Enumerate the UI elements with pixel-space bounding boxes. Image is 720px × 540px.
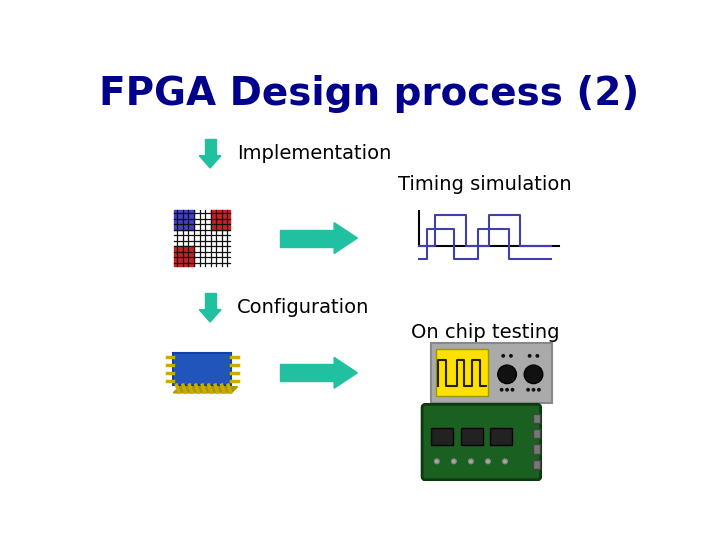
Circle shape xyxy=(526,388,530,392)
Polygon shape xyxy=(174,387,238,393)
FancyBboxPatch shape xyxy=(490,428,512,445)
Text: On chip testing: On chip testing xyxy=(411,323,559,342)
Circle shape xyxy=(485,459,490,464)
Circle shape xyxy=(451,459,456,464)
FancyBboxPatch shape xyxy=(174,211,194,229)
Polygon shape xyxy=(334,222,357,253)
FancyBboxPatch shape xyxy=(533,429,540,438)
FancyBboxPatch shape xyxy=(174,246,194,266)
Circle shape xyxy=(498,365,516,383)
Circle shape xyxy=(528,354,531,358)
FancyBboxPatch shape xyxy=(431,343,552,403)
FancyBboxPatch shape xyxy=(174,353,231,385)
FancyBboxPatch shape xyxy=(436,349,487,396)
Text: FPGA Design process (2): FPGA Design process (2) xyxy=(99,75,639,113)
Circle shape xyxy=(524,365,543,383)
FancyBboxPatch shape xyxy=(422,404,541,480)
Circle shape xyxy=(509,354,513,358)
Text: Configuration: Configuration xyxy=(238,298,369,317)
FancyBboxPatch shape xyxy=(533,414,540,423)
Circle shape xyxy=(536,354,539,358)
Circle shape xyxy=(510,388,514,392)
FancyBboxPatch shape xyxy=(280,230,334,247)
Circle shape xyxy=(531,388,536,392)
Polygon shape xyxy=(199,309,221,322)
FancyBboxPatch shape xyxy=(461,428,482,445)
Text: Implementation: Implementation xyxy=(238,144,392,163)
Circle shape xyxy=(537,388,541,392)
Circle shape xyxy=(505,388,509,392)
FancyBboxPatch shape xyxy=(204,293,215,309)
FancyBboxPatch shape xyxy=(280,364,334,381)
FancyBboxPatch shape xyxy=(211,211,230,229)
Circle shape xyxy=(503,459,508,464)
Circle shape xyxy=(469,459,473,464)
FancyBboxPatch shape xyxy=(431,428,453,445)
Polygon shape xyxy=(199,156,221,168)
Circle shape xyxy=(501,354,505,358)
FancyBboxPatch shape xyxy=(533,444,540,454)
FancyBboxPatch shape xyxy=(204,139,215,156)
FancyBboxPatch shape xyxy=(533,460,540,469)
Circle shape xyxy=(500,388,503,392)
Circle shape xyxy=(434,459,439,464)
Text: Timing simulation: Timing simulation xyxy=(398,174,572,194)
Polygon shape xyxy=(334,357,357,388)
